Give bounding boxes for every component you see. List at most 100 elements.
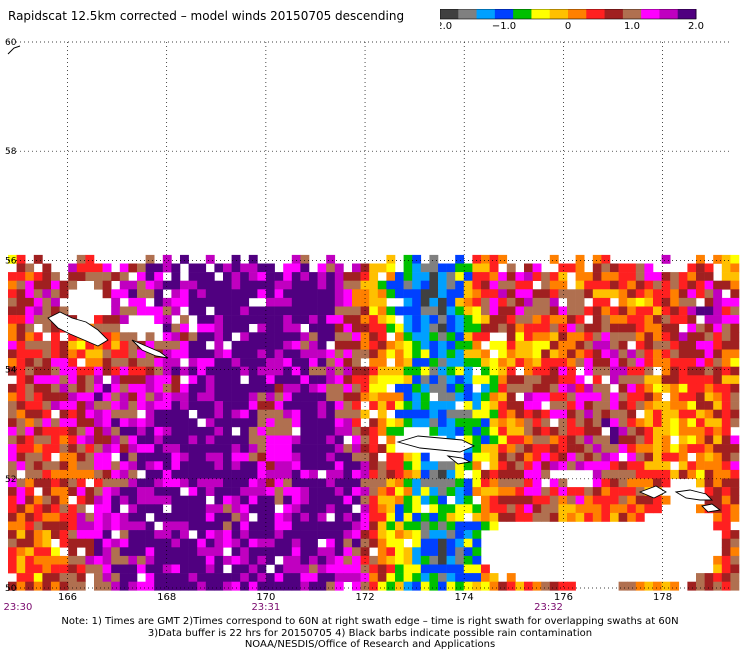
wind-pixel [25,555,35,565]
wind-pixel [223,504,232,514]
wind-pixel [420,461,430,471]
wind-pixel [549,426,559,436]
wind-pixel [248,306,258,316]
wind-pixel [369,469,379,479]
wind-pixel [481,573,490,582]
wind-pixel [567,409,576,419]
wind-pixel [386,469,396,479]
wind-pixel [369,263,379,273]
wind-pixel [653,409,662,419]
wind-pixel [575,306,585,316]
wind-pixel [704,280,714,290]
wind-pixel [730,392,740,402]
wind-pixel [240,280,250,290]
wind-pixel [481,504,490,514]
wind-pixel [171,435,181,445]
wind-pixel [266,581,275,591]
wind-pixel [94,418,103,428]
wind-pixel [429,366,439,376]
wind-pixel [326,469,336,479]
wind-pixel [205,297,215,307]
wind-pixel [704,306,714,316]
wind-pixel [111,358,121,367]
wind-pixel [635,418,645,428]
wind-pixel [334,366,344,376]
wind-pixel [76,409,86,419]
wind-pixel [85,564,95,574]
wind-pixel [145,280,155,290]
wind-pixel [317,418,327,428]
wind-pixel [412,315,422,324]
wind-pixel [119,426,129,436]
wind-pixel [515,444,525,453]
wind-pixel [248,272,258,281]
wind-pixel [627,487,637,496]
wind-pixel [205,573,215,582]
wind-pixel [653,469,662,479]
longitude-label: 174 [455,592,474,603]
wind-pixel [352,512,361,522]
wind-pixel [541,426,551,436]
wind-pixel [188,521,198,531]
wind-pixel [8,504,17,514]
wind-pixel [154,461,164,471]
island-coastline [396,435,476,453]
wind-pixel [205,254,215,264]
wind-pixel [429,315,439,324]
wind-pixel [472,358,482,367]
wind-pixel [618,401,628,410]
wind-pixel [412,358,422,367]
wind-pixel [128,512,138,522]
wind-pixel [386,581,396,591]
wind-pixel [119,521,129,531]
wind-pixel [25,495,35,505]
wind-pixel [489,340,499,350]
wind-pixel [343,297,353,307]
wind-pixel [317,315,327,324]
longitude-label: 172 [355,592,374,603]
wind-pixel [558,435,568,445]
wind-pixel [205,538,215,548]
wind-pixel [386,538,396,548]
wind-pixel [696,435,705,445]
wind-pixel [274,512,284,522]
wind-pixel [162,383,172,393]
wind-pixel [248,426,258,436]
wind-pixel [240,573,250,582]
wind-pixel [369,280,379,290]
wind-pixel [721,530,731,539]
wind-pixel [463,547,473,557]
wind-pixel [128,581,138,591]
wind-pixel [489,383,499,393]
wind-pixel [223,435,232,445]
wind-pixel [119,332,129,342]
wind-pixel [696,573,705,582]
wind-pixel [291,332,301,342]
wind-pixel [653,461,662,471]
wind-pixel [300,547,310,557]
wind-pixel [446,469,456,479]
wind-pixel [601,383,611,393]
wind-pixel [730,504,740,514]
wind-pixel [300,555,310,565]
wind-pixel [438,315,447,324]
wind-pixel [25,375,35,385]
wind-pixel [412,409,422,419]
wind-pixel [549,504,559,514]
wind-pixel [214,444,224,453]
wind-pixel [94,349,103,359]
wind-pixel [429,418,439,428]
wind-pixel [257,315,267,324]
wind-pixel [111,478,121,488]
wind-pixel [162,487,172,496]
wind-pixel [248,469,258,479]
wind-pixel [68,555,78,565]
wind-pixel [214,297,224,307]
wind-pixel [524,409,533,419]
wind-pixel [644,504,654,514]
wind-pixel [231,340,241,350]
wind-pixel [644,366,654,376]
wind-pixel [154,564,164,574]
wind-pixel [42,375,52,385]
wind-pixel [145,547,155,557]
